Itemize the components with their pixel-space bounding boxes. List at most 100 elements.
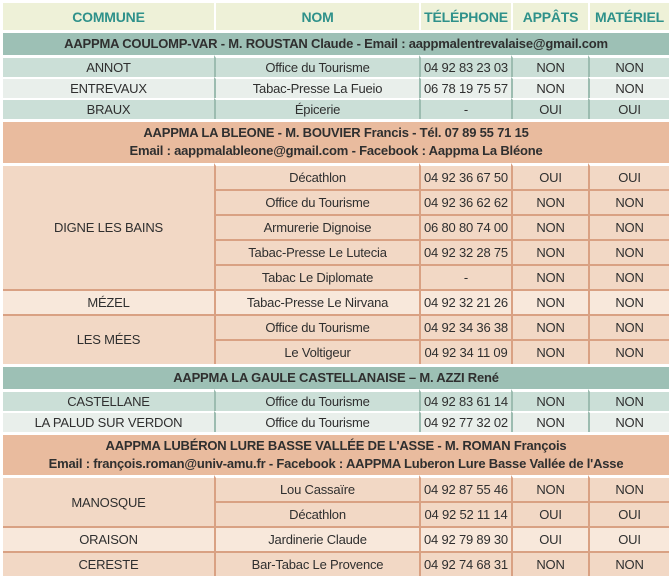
appats-cell: NON [511,475,588,502]
table-row: Armurerie Dignoise 06 80 80 74 00 NON NON [3,213,669,239]
commune-cell: BRAUX [3,98,214,120]
telephone-cell: 04 92 32 21 26 [419,288,511,314]
section-header-row: AAPPMA LA GAULE CASTELLANAISE – M. AZZI … [3,363,669,389]
telephone-cell: 04 92 34 36 38 [419,313,511,339]
materiel-cell: NON [588,313,669,339]
commune-cell: ANNOT [3,55,214,78]
section-header-line: AAPPMA LA BLEONE - M. BOUVIER Francis - … [143,125,529,141]
section-header-line: AAPPMA COULOMP-VAR - M. ROUSTAN Claude -… [64,36,608,51]
section-header-line: Email : françois.roman@univ-amu.fr - Fac… [48,455,624,471]
appats-cell: OUI [511,162,588,189]
table-row: Tabac-Presse Le Lutecia 04 92 32 28 75 NON… [3,238,669,264]
materiel-cell: NON [588,263,669,289]
section-header-line: Email : aappmalableone@gmail.com - Faceb… [129,143,543,159]
nom-cell: Office du Tourisme [214,55,419,78]
appats-cell: NON [511,213,588,239]
nom-cell: Décathlon [214,501,419,527]
materiel-cell: NON [588,77,669,99]
nom-cell: Tabac-Presse Le Nirvana [214,288,419,314]
commune-cell: MÉZEL [3,288,214,314]
appats-cell: NON [511,410,588,432]
column-header-materiel: MATÉRIEL [588,3,669,30]
telephone-cell: 04 92 36 67 50 [419,162,511,189]
appats-cell: OUI [511,501,588,527]
telephone-cell: 04 92 77 32 02 [419,410,511,432]
materiel-cell: NON [588,338,669,364]
telephone-cell: 04 92 32 28 75 [419,238,511,264]
table-row: Décathlon 04 92 52 11 14 OUI OUI [3,501,669,527]
telephone-cell: 06 80 80 74 00 [419,213,511,239]
column-header-row: COMMUNE NOM TÉLÉPHONE APPÂTS MATÉRIEL [3,3,669,30]
table-row: LES MÉES Office du Tourisme 04 92 34 36 38… [3,313,669,364]
materiel-cell: NON [588,388,669,411]
materiel-cell: NON [588,55,669,78]
table-row: CERESTE Bar-Tabac Le Provence 04 92 74 68 … [3,551,669,577]
materiel-cell: OUI [588,98,669,120]
materiel-cell: OUI [588,501,669,527]
column-header-nom: NOM [214,3,419,30]
nom-cell: Armurerie Dignoise [214,213,419,239]
appats-cell: NON [511,238,588,264]
telephone-cell: - [419,98,511,120]
section-header-line: AAPPMA LUBÉRON LURE BASSE VALLÉE DE L'AS… [105,437,567,453]
nom-cell: Tabac-Presse La Fueio [214,77,419,99]
materiel-cell: NON [588,475,669,502]
section-header: AAPPMA LA BLEONE - M. BOUVIER Francis - … [3,119,669,163]
appats-cell: NON [511,288,588,314]
table-row: LA PALUD SUR VERDON Office du Tourisme 04 … [3,410,669,432]
commune-cell: DIGNE LES BAINS [3,162,214,289]
table-row: Office du Tourisme 04 92 36 62 62 NON NON [3,188,669,214]
column-header-telephone: TÉLÉPHONE [419,3,511,30]
table-row: DIGNE LES BAINS Décathlon 04 92 36 67 50 OU… [3,162,669,289]
appats-cell: OUI [511,98,588,120]
telephone-cell: 04 92 74 68 31 [419,551,511,577]
telephone-cell: 04 92 34 11 09 [419,338,511,364]
telephone-cell: 04 92 79 89 30 [419,526,511,552]
commune-cell: CERESTE [3,551,214,577]
section-header-row: AAPPMA LUBÉRON LURE BASSE VALLÉE DE L'AS… [3,431,669,476]
appats-cell: NON [511,313,588,339]
commune-cell: LES MÉES [3,313,214,364]
section-header-row: AAPPMA COULOMP-VAR - M. ROUSTAN Claude -… [3,30,669,56]
appats-cell: NON [511,77,588,99]
materiel-cell: NON [588,238,669,264]
commune-cell: CASTELLANE [3,388,214,411]
nom-cell: Jardinerie Claude [214,526,419,552]
commune-cell: LA PALUD SUR VERDON [3,410,214,432]
telephone-cell: 04 92 83 61 14 [419,388,511,411]
commune-cell: MANOSQUE [3,475,214,527]
table-row: MÉZEL Tabac-Presse Le Nirvana 04 92 32 21 … [3,288,669,314]
section-header: AAPPMA COULOMP-VAR - M. ROUSTAN Claude -… [3,30,669,56]
appats-cell: NON [511,388,588,411]
table-row: Le Voltigeur 04 92 34 11 09 NON NON [3,338,669,364]
nom-cell: Décathlon [214,162,419,189]
section-header-line: AAPPMA LA GAULE CASTELLANAISE – M. AZZI … [173,369,499,385]
appats-cell: NON [511,263,588,289]
appats-cell: NON [511,551,588,577]
column-header-appats: APPÂTS [511,3,588,30]
table-row: ORAISON Jardinerie Claude 04 92 79 89 30 OU… [3,526,669,552]
nom-cell: Épicerie [214,98,419,120]
nom-cell: Le Voltigeur [214,338,419,364]
materiel-cell: NON [588,213,669,239]
materiel-cell: NON [588,188,669,214]
table-row: Tabac Le Diplomate - NON NON [3,263,669,289]
column-header-commune: COMMUNE [3,3,214,30]
telephone-cell: 04 92 83 23 03 [419,55,511,78]
section-header: AAPPMA LA GAULE CASTELLANAISE – M. AZZI … [3,363,669,389]
appats-cell: OUI [511,526,588,552]
depositaries-table: COMMUNE NOM TÉLÉPHONE APPÂTS MATÉRIEL AA… [3,3,669,577]
commune-cell: ORAISON [3,526,214,552]
table-row: MANOSQUE Lou Cassaïre 04 92 87 55 46 NON NON [3,475,669,527]
appats-cell: NON [511,55,588,78]
materiel-cell: NON [588,410,669,432]
materiel-cell: NON [588,551,669,577]
nom-cell: Office du Tourisme [214,313,419,339]
table-row: BRAUX Épicerie - OUI OUI [3,98,669,120]
table-row: ANNOT Office du Tourisme 04 92 83 23 03 NON… [3,55,669,78]
materiel-cell: NON [588,288,669,314]
nom-cell: Tabac-Presse Le Lutecia [214,238,419,264]
section-header-row: AAPPMA LA BLEONE - M. BOUVIER Francis - … [3,119,669,163]
nom-cell: Tabac Le Diplomate [214,263,419,289]
